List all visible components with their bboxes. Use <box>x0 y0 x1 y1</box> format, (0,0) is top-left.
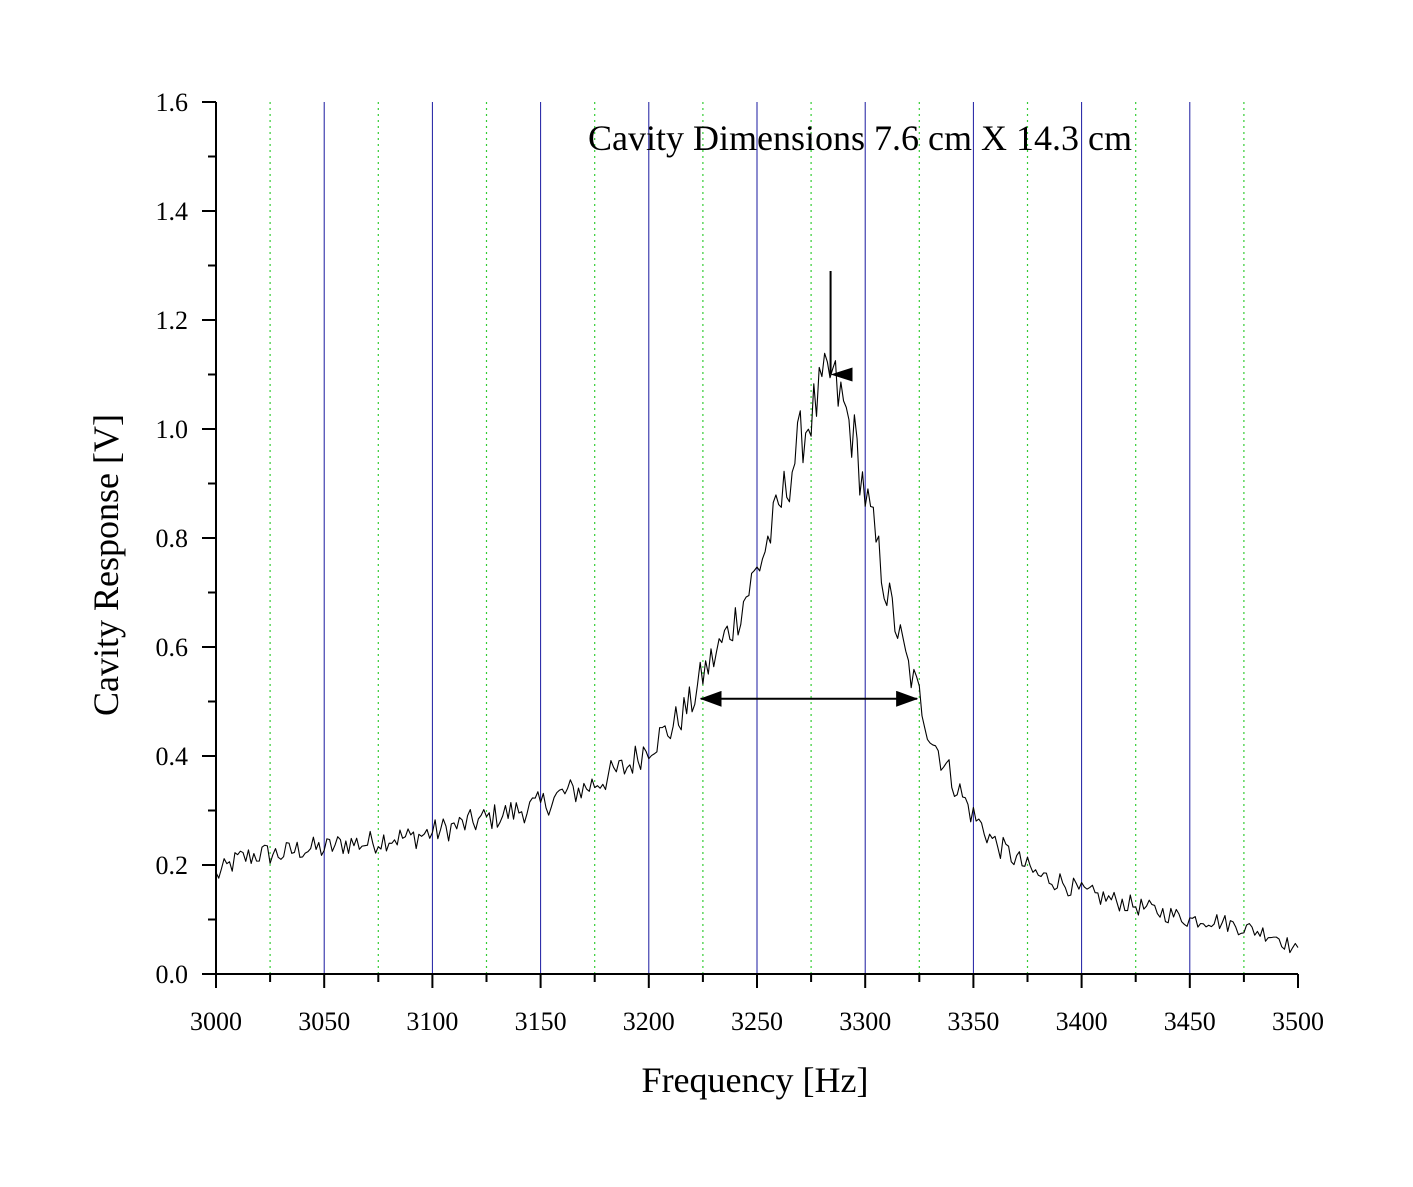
axes: 0.0 0.2 0.4 0.6 0.8 1.0 1.2 1.4 1.6 3000 3050 3100 3… <box>156 88 1325 1036</box>
cavity-dimensions-annotation: Cavity Dimensions 7.6 cm X 14.3 cm <box>588 118 1132 158</box>
x-tick-label: 3350 <box>947 1007 999 1036</box>
x-tick-label: 3050 <box>298 1007 350 1036</box>
x-tick-label: 3100 <box>406 1007 458 1036</box>
y-tick-label: 1.0 <box>156 415 189 444</box>
y-tick-label: 1.4 <box>156 197 189 226</box>
x-tick-label: 3450 <box>1164 1007 1216 1036</box>
y-tick-label: 1.6 <box>156 88 189 117</box>
x-tick-label: 3250 <box>731 1007 783 1036</box>
x-tick-label: 3000 <box>190 1007 242 1036</box>
x-tick-label: 3400 <box>1056 1007 1108 1036</box>
response-curve <box>215 352 1299 954</box>
x-axis-title: Frequency [Hz] <box>642 1060 869 1100</box>
x-tick-label: 3200 <box>623 1007 675 1036</box>
y-tick-label: 0.0 <box>156 960 189 989</box>
data-series <box>215 352 1299 954</box>
y-tick-label: 0.8 <box>156 524 189 553</box>
annotation-markers <box>699 270 919 707</box>
y-axis-title: Cavity Response [V] <box>86 414 126 716</box>
y-tick-label: 1.2 <box>156 306 189 335</box>
x-tick-label: 3500 <box>1272 1007 1324 1036</box>
y-tick-label: 0.4 <box>156 742 189 771</box>
x-tick-label: 3300 <box>839 1007 891 1036</box>
x-tick-label: 3150 <box>515 1007 567 1036</box>
y-tick-label: 0.2 <box>156 851 189 880</box>
y-tick-label: 0.6 <box>156 633 189 662</box>
grid-lines <box>269 102 1245 974</box>
